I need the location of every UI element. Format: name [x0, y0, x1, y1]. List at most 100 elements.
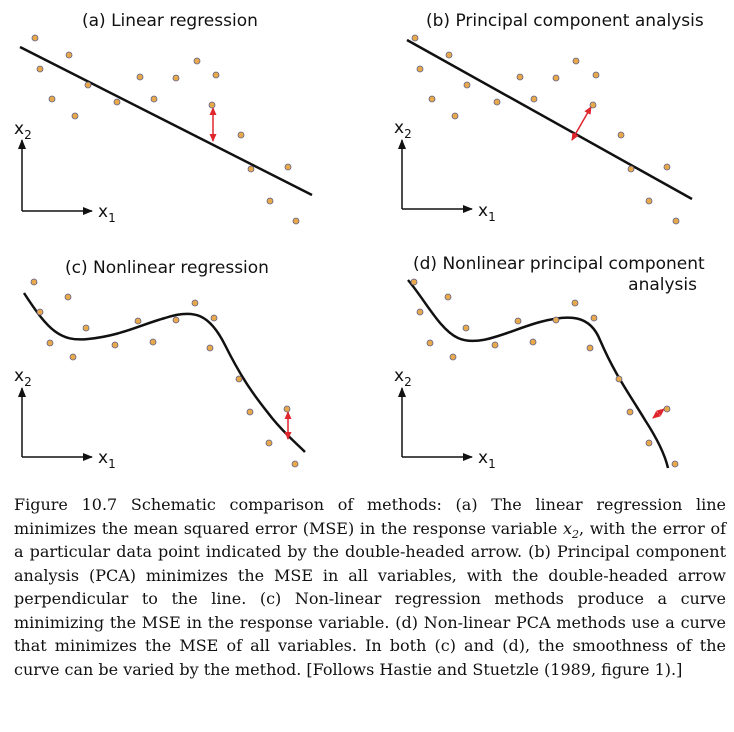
data-point [627, 165, 635, 173]
panel-a-title: (a) Linear regression [82, 11, 258, 31]
data-point [617, 131, 625, 139]
data-point [449, 353, 457, 361]
data-point [82, 324, 90, 332]
data-point [571, 299, 579, 307]
panel-c: (c) Nonlinear regression x2 x1 [14, 258, 306, 471]
data-point [552, 316, 560, 324]
data-point [529, 338, 537, 346]
figure-diagram: (a) Linear regression x2 x1 (b) Principa… [14, 11, 705, 471]
x-axis-label: x1 [478, 448, 496, 471]
panel-d-title: (d) Nonlinear principal component [413, 254, 705, 274]
data-point [410, 278, 418, 286]
data-point [150, 95, 158, 103]
data-point [206, 344, 214, 352]
data-point [208, 101, 216, 109]
data-point [416, 308, 424, 316]
data-point [491, 341, 499, 349]
figure-caption: Figure 10.7 Schematic comparison of meth… [14, 495, 727, 679]
data-point [663, 405, 671, 413]
data-point [111, 341, 119, 349]
data-point [212, 71, 220, 79]
data-point [445, 51, 453, 59]
principal-component-line [406, 38, 693, 201]
data-point [84, 81, 92, 89]
data-point [48, 95, 56, 103]
y-axis-label: x2 [14, 366, 32, 389]
error-arrow [652, 408, 665, 419]
data-point [283, 405, 291, 413]
data-point [645, 439, 653, 447]
data-point [663, 163, 671, 171]
x-axis-label: x1 [98, 448, 116, 471]
data-point [266, 197, 274, 205]
data-point [64, 293, 72, 301]
data-point [69, 353, 77, 361]
x-axis-label: x1 [98, 202, 116, 225]
error-arrow [571, 106, 592, 141]
data-point [514, 317, 522, 325]
x-axis-label: x1 [478, 201, 496, 224]
data-point [36, 308, 44, 316]
data-point [672, 217, 680, 225]
data-point [172, 74, 180, 82]
data-point [65, 51, 73, 59]
data-point [592, 71, 600, 79]
data-points [31, 34, 300, 225]
data-point [426, 339, 434, 347]
data-point [235, 375, 243, 383]
data-point [149, 338, 157, 346]
data-point [237, 131, 245, 139]
panel-d: (d) Nonlinear principal component analys… [394, 254, 705, 471]
principal-curve [407, 279, 670, 469]
data-point [671, 460, 679, 468]
data-point [444, 293, 452, 301]
data-point [134, 317, 142, 325]
data-point [462, 324, 470, 332]
data-point [191, 299, 199, 307]
data-point [463, 81, 471, 89]
data-point [586, 344, 594, 352]
panel-c-title: (c) Nonlinear regression [65, 258, 269, 278]
data-point [411, 34, 419, 42]
y-axis-label: x2 [14, 119, 32, 142]
y-axis-label: x2 [394, 366, 412, 389]
panel-d-title-line2: analysis [628, 275, 697, 295]
data-point [284, 163, 292, 171]
data-point [626, 408, 634, 416]
data-point [36, 65, 44, 73]
y-axis-label: x2 [394, 118, 412, 141]
regression-line [19, 45, 313, 197]
data-points [411, 34, 680, 225]
panel-a-axes: x2 x1 [14, 119, 116, 225]
data-point [428, 95, 436, 103]
data-point [493, 98, 501, 106]
data-point [645, 197, 653, 205]
data-point [71, 112, 79, 120]
data-point [113, 98, 121, 106]
data-point [46, 339, 54, 347]
data-point [516, 73, 524, 81]
math-x2: x2 [562, 518, 579, 541]
data-point [246, 408, 254, 416]
data-point [589, 101, 597, 109]
data-points [410, 278, 679, 468]
data-point [136, 73, 144, 81]
panel-d-axes: x2 x1 [394, 366, 496, 471]
panel-c-axes: x2 x1 [14, 366, 116, 471]
data-point [451, 112, 459, 120]
data-point [210, 314, 218, 322]
data-point [30, 278, 38, 286]
data-points [30, 278, 299, 468]
data-point [172, 316, 180, 324]
data-point [193, 57, 201, 65]
data-point [615, 375, 623, 383]
data-point [265, 439, 273, 447]
data-point [247, 165, 255, 173]
data-point [292, 217, 300, 225]
data-point [590, 314, 598, 322]
panel-b-axes: x2 x1 [394, 118, 496, 224]
regression-curve [22, 292, 306, 453]
data-point [552, 74, 560, 82]
panel-b: (b) Principal component analysis x2 x1 [394, 11, 704, 225]
panel-b-title: (b) Principal component analysis [426, 11, 704, 31]
